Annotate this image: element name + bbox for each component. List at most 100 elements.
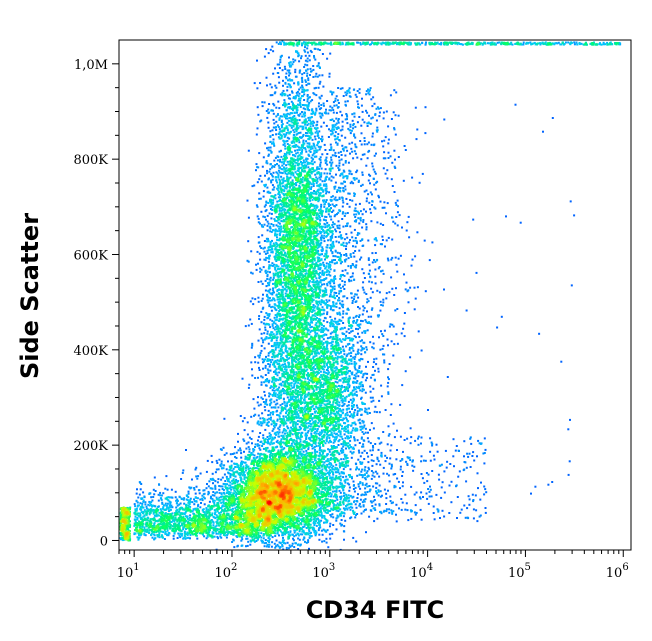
event-point [372,342,375,345]
event-point [330,431,333,434]
event-point [468,503,471,506]
event-point [330,133,333,136]
event-point [325,156,328,159]
event-point [135,509,138,512]
event-point [353,484,355,487]
event-point [348,386,351,389]
event-point [361,461,364,464]
event-point [328,295,331,298]
event-point [305,84,308,87]
event-point [337,119,340,122]
event-point [304,118,307,121]
event-point [361,358,364,361]
event-point [559,43,562,46]
event-point [346,222,349,225]
event-point [269,413,272,416]
event-point [324,162,327,165]
event-point [359,258,361,261]
event-point [277,545,280,548]
event-point [279,273,282,276]
event-point [263,318,266,321]
event-point [302,161,305,164]
event-point [372,177,375,180]
event-point [324,187,327,190]
event-point [349,398,352,401]
event-point [153,514,156,517]
event-point [257,452,260,455]
event-point [226,534,229,536]
event-point [331,532,334,535]
event-point [257,361,260,364]
event-point [324,178,327,181]
event-point [397,156,400,158]
event-point [267,424,270,427]
event-point [284,392,287,395]
event-point [274,314,277,317]
event-point [393,89,396,92]
event-point [320,355,323,357]
event-point [257,404,260,407]
event-point [323,232,326,234]
event-point [360,256,363,259]
event-point [173,520,176,523]
event-point [260,383,263,386]
event-point [211,494,214,497]
event-point [328,450,331,453]
event-point [413,493,416,496]
event-point [385,503,388,505]
event-point [287,97,290,100]
event-point [325,271,328,274]
event-point [346,202,349,205]
event-point [366,298,369,301]
event-point [311,447,314,450]
event-point [211,520,214,523]
event-point [403,322,406,325]
event-point [271,393,274,396]
event-point [404,493,407,496]
event-point [169,502,172,505]
event-point [365,293,368,295]
event-point [267,414,270,417]
event-point [360,143,363,146]
event-point [329,477,331,480]
event-point [396,270,399,273]
event-point [297,95,300,98]
event-point [315,86,318,89]
event-point [302,104,304,106]
event-point [154,490,157,492]
event-point [349,239,351,241]
event-point [296,157,299,160]
event-point [417,330,420,333]
event-point [420,455,423,458]
event-point [217,532,220,535]
event-point [264,384,267,387]
event-point [332,109,335,111]
event-point [281,380,284,383]
event-point [356,319,359,321]
event-point [281,445,283,448]
event-point [294,68,297,71]
event-point [267,282,270,285]
event-point [329,261,332,264]
event-point [348,278,350,281]
event-point [246,544,249,547]
event-point [291,63,294,66]
event-point [258,369,261,371]
event-point [469,466,472,468]
event-point [323,316,326,319]
event-point [267,409,270,412]
event-point [233,546,236,549]
event-point [407,215,410,218]
event-point [338,401,341,404]
event-point [358,451,361,454]
event-point [321,533,324,536]
event-point [343,338,346,341]
event-point [276,414,279,417]
event-point [208,500,211,503]
event-point [170,521,173,523]
event-point [338,453,341,456]
event-point [226,477,228,480]
event-point [331,490,334,493]
event-point [269,168,272,171]
event-point [160,509,163,512]
